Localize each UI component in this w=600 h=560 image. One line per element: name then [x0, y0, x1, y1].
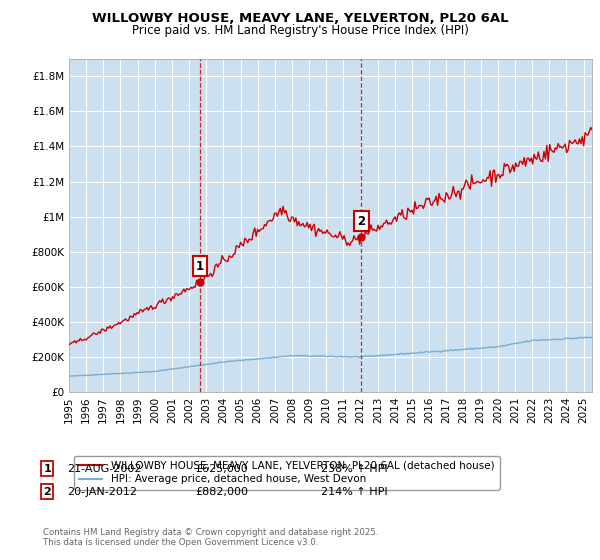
Text: 2: 2 — [43, 487, 51, 497]
Text: 20-JAN-2012: 20-JAN-2012 — [67, 487, 137, 497]
Text: 1: 1 — [196, 260, 204, 273]
Text: 214% ↑ HPI: 214% ↑ HPI — [321, 487, 388, 497]
Text: £625,000: £625,000 — [195, 464, 248, 474]
Text: WILLOWBY HOUSE, MEAVY LANE, YELVERTON, PL20 6AL: WILLOWBY HOUSE, MEAVY LANE, YELVERTON, P… — [92, 12, 508, 25]
Text: 1: 1 — [43, 464, 51, 474]
Text: £882,000: £882,000 — [195, 487, 248, 497]
Text: 2: 2 — [358, 214, 365, 228]
Text: Price paid vs. HM Land Registry's House Price Index (HPI): Price paid vs. HM Land Registry's House … — [131, 24, 469, 37]
Legend: WILLOWBY HOUSE, MEAVY LANE, YELVERTON, PL20 6AL (detached house), HPI: Average p: WILLOWBY HOUSE, MEAVY LANE, YELVERTON, P… — [74, 455, 499, 489]
Text: 238% ↑ HPI: 238% ↑ HPI — [321, 464, 388, 474]
Text: Contains HM Land Registry data © Crown copyright and database right 2025.
This d: Contains HM Land Registry data © Crown c… — [43, 528, 379, 547]
Text: 21-AUG-2002: 21-AUG-2002 — [67, 464, 142, 474]
